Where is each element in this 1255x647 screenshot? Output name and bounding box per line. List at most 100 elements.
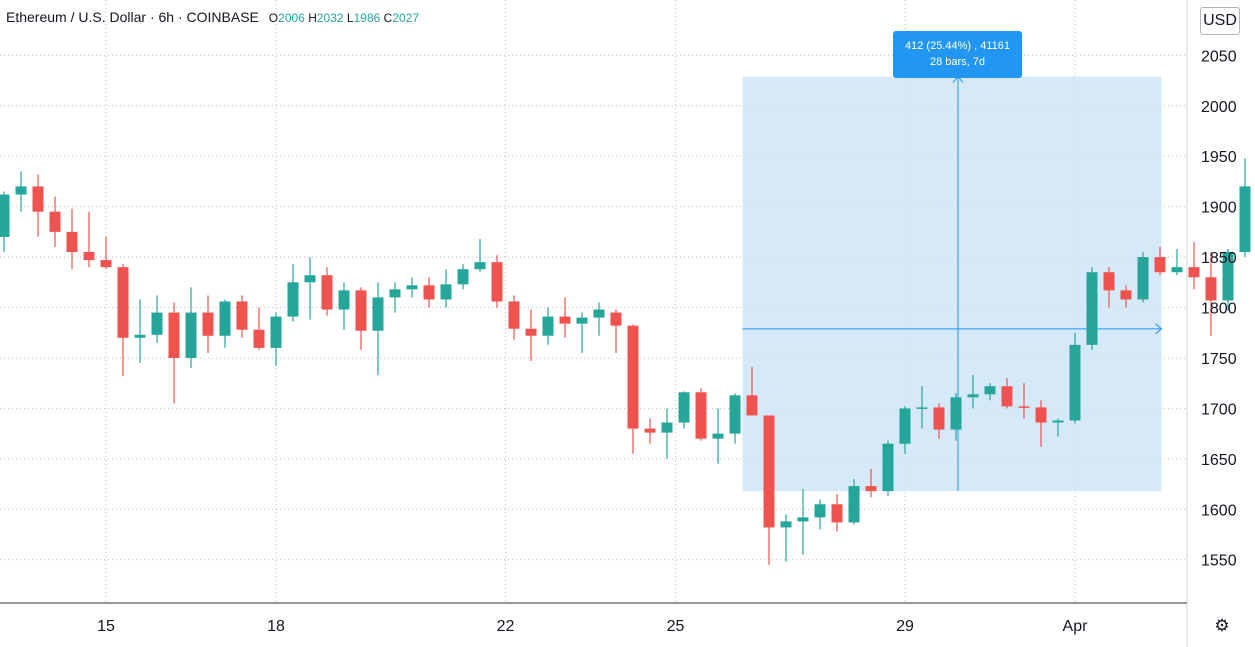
price-tick-7: 1900 — [1201, 200, 1237, 217]
candle-body — [185, 312, 197, 358]
time-tick-5: Apr — [1063, 618, 1089, 635]
price-tick-2: 1650 — [1201, 452, 1237, 469]
candle-68 — [1154, 246, 1166, 276]
candle-body — [848, 486, 860, 523]
candle-19 — [321, 267, 333, 316]
candle-body — [576, 317, 588, 324]
candle-body — [1001, 386, 1013, 407]
candle-body — [525, 328, 537, 336]
candle-46 — [780, 514, 792, 562]
candle-16 — [270, 312, 282, 367]
time-tick-2: 22 — [497, 618, 515, 635]
candle-body — [559, 316, 571, 324]
candle-4 — [66, 208, 78, 270]
candle-33 — [559, 297, 571, 338]
candle-63 — [1069, 332, 1081, 424]
candle-body — [814, 504, 826, 518]
candle-70 — [1188, 241, 1200, 290]
candle-26 — [440, 269, 452, 308]
currency-button[interactable]: USD — [1200, 7, 1240, 35]
candle-2 — [32, 174, 44, 237]
candle-64 — [1086, 267, 1098, 350]
candle-38 — [644, 418, 656, 444]
price-tick-8: 1950 — [1201, 149, 1237, 166]
candle-body — [746, 395, 758, 416]
candle-body — [865, 486, 877, 492]
candle-31 — [525, 309, 537, 361]
interval-label[interactable]: 6h — [158, 9, 175, 25]
high-value: 2032 — [316, 11, 344, 25]
candle-body — [389, 289, 401, 298]
candle-52 — [882, 440, 894, 497]
candle-body — [0, 194, 10, 237]
candle-body — [219, 301, 231, 336]
candle-40 — [678, 391, 690, 429]
candle-body — [117, 267, 129, 338]
candle-body — [882, 443, 894, 492]
candle-body — [627, 325, 639, 429]
candle-body — [661, 422, 673, 433]
candle-body — [763, 415, 775, 528]
candle-body — [202, 312, 214, 336]
symbol-name[interactable]: Ethereum / U.S. Dollar — [6, 9, 147, 25]
candle-13 — [219, 299, 231, 348]
candle-body — [729, 395, 741, 434]
candle-body — [372, 297, 384, 331]
candle-27 — [457, 264, 469, 290]
candle-body — [338, 290, 350, 310]
candle-37 — [627, 324, 639, 454]
candle-body — [1103, 272, 1115, 291]
candle-47 — [797, 489, 809, 555]
close-value: 2027 — [392, 11, 420, 25]
candle-body — [491, 262, 503, 302]
candle-body — [967, 394, 979, 398]
candle-body — [168, 312, 180, 358]
candle-11 — [185, 287, 197, 369]
high-key: H — [308, 11, 317, 25]
candle-body — [831, 504, 843, 523]
candle-body — [1086, 272, 1098, 345]
candle-17 — [287, 264, 299, 322]
price-tick-0: 1550 — [1201, 553, 1237, 570]
price-tick-5: 1800 — [1201, 301, 1237, 318]
candle-body — [780, 521, 792, 528]
candle-58 — [984, 383, 996, 401]
candle-54 — [916, 386, 928, 429]
candle-body — [440, 284, 452, 300]
candle-32 — [542, 307, 554, 345]
candle-body — [950, 397, 962, 430]
candle-66 — [1120, 285, 1132, 308]
candle-61 — [1035, 400, 1047, 447]
close-key: C — [383, 11, 393, 25]
time-tick-3: 25 — [667, 618, 685, 635]
gear-icon[interactable]: ⚙ — [1214, 616, 1230, 635]
candles — [0, 158, 1251, 565]
candle-body — [1222, 252, 1234, 301]
candle-body — [270, 316, 282, 348]
candle-41 — [695, 388, 707, 441]
candle-body — [508, 301, 520, 329]
candle-body — [593, 309, 605, 318]
candle-10 — [168, 302, 180, 404]
candle-body — [423, 285, 435, 300]
candle-body — [457, 269, 469, 285]
candle-60 — [1018, 383, 1030, 419]
candle-body — [1035, 407, 1047, 423]
price-tick-10: 2050 — [1201, 48, 1237, 65]
candle-0 — [0, 191, 10, 253]
candle-59 — [1001, 378, 1013, 409]
time-tick-4: 29 — [896, 618, 914, 635]
low-value: 1986 — [353, 11, 381, 25]
candle-body — [678, 392, 690, 423]
candle-body — [253, 329, 265, 348]
candle-body — [644, 428, 656, 433]
candle-body — [1137, 257, 1149, 300]
candle-44 — [746, 367, 758, 416]
candle-50 — [848, 479, 860, 525]
candle-6 — [100, 236, 112, 270]
candle-body — [1154, 257, 1166, 273]
price-tick-3: 1700 — [1201, 401, 1237, 418]
candle-55 — [933, 403, 945, 439]
candle-42 — [712, 408, 724, 464]
